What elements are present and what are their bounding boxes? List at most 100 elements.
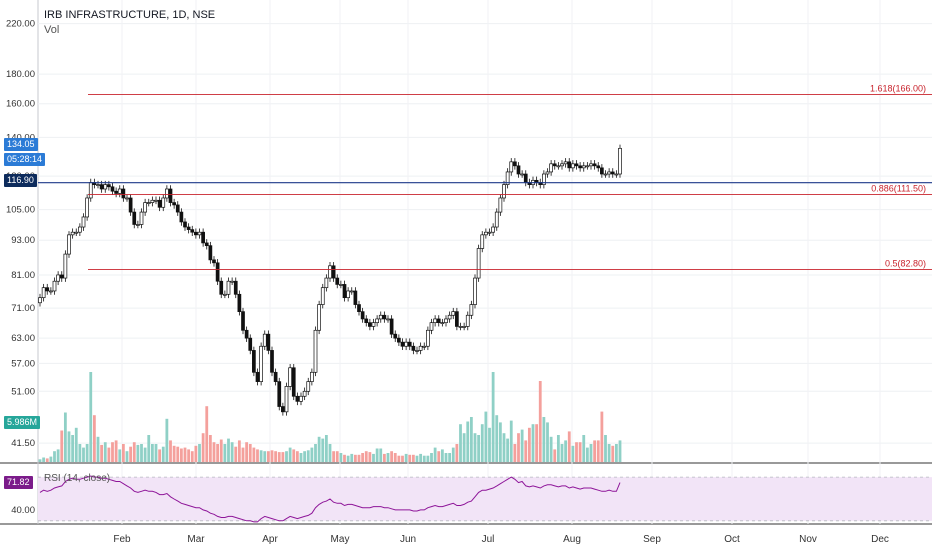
price-tick-label: 63.00: [11, 333, 35, 344]
candle-body: [85, 197, 89, 218]
volume-bar: [132, 442, 136, 462]
volume-bar: [527, 427, 531, 462]
candle-body: [563, 161, 568, 165]
rsi-band: [38, 477, 932, 521]
price-tick-label: 57.00: [11, 358, 35, 369]
volume-bar: [107, 447, 111, 462]
volume-bar: [114, 440, 118, 462]
candle-body: [614, 173, 619, 176]
candle-body: [143, 202, 147, 213]
volume-bar: [241, 447, 245, 462]
candle-body: [397, 337, 401, 343]
volume-bar: [455, 444, 459, 462]
volume-bar: [332, 451, 336, 462]
rsi-pane: [38, 475, 932, 523]
volume-bar: [571, 445, 575, 462]
candle-body: [415, 350, 419, 352]
volume-bar: [459, 424, 462, 462]
volume-bar: [546, 422, 549, 462]
horizontal-lines[interactable]: 1.618(166.00) 0.886(111.50) 0.5(82.80): [38, 83, 932, 270]
volume-bar: [56, 449, 60, 462]
volume-bar: [248, 444, 252, 462]
volume-bar: [466, 421, 470, 462]
volume-bar: [415, 455, 419, 462]
candle-body: [574, 163, 579, 167]
month-tick-label: Apr: [262, 534, 278, 545]
volume-bar: [237, 440, 241, 462]
volume-bar: [216, 444, 220, 462]
volume-bar: [288, 447, 292, 462]
candle-body: [168, 188, 173, 203]
candle-body: [342, 284, 347, 299]
candle-body: [407, 341, 412, 347]
candle-body: [128, 197, 133, 213]
candle-body: [371, 322, 376, 327]
volume-bar: [187, 449, 191, 462]
volume-bar: [96, 436, 100, 462]
candle-body: [494, 211, 499, 228]
volume-layer: [38, 372, 622, 462]
candle-body: [165, 188, 169, 199]
candle-body: [422, 345, 427, 348]
volume-bar: [263, 451, 267, 462]
volume-bar: [252, 447, 256, 462]
candle-body: [121, 188, 126, 199]
candle-body: [201, 231, 205, 244]
volume-bar: [183, 447, 187, 462]
candle-body: [215, 262, 220, 282]
candle-body: [139, 211, 144, 225]
candle-body: [589, 163, 593, 167]
volume-bar: [49, 456, 53, 462]
candle-body: [107, 184, 111, 188]
volume-bar: [121, 444, 125, 462]
candle-layer: [38, 144, 622, 416]
volume-bar: [596, 440, 600, 462]
candle-body: [328, 265, 332, 279]
candle-body: [172, 202, 176, 206]
volume-bar: [274, 451, 278, 462]
volume-bar: [310, 447, 314, 462]
candle-body: [237, 293, 242, 312]
volume-bar: [245, 442, 249, 462]
volume-bar: [350, 453, 354, 462]
volume-bar: [575, 442, 578, 462]
volume-bar: [535, 424, 539, 462]
candle-body: [458, 326, 463, 328]
candle-body: [426, 329, 430, 347]
candle-body: [56, 274, 60, 282]
candle-body: [418, 345, 423, 351]
price-tick-label: 180.00: [6, 69, 35, 80]
month-tick-label: Feb: [113, 534, 131, 545]
candle-body: [78, 226, 82, 233]
month-tick-label: Jun: [400, 534, 416, 545]
candle-body: [545, 171, 550, 175]
candle-body: [364, 318, 369, 324]
volume-bar: [502, 433, 506, 462]
candle-body: [154, 199, 158, 202]
candle-body: [368, 322, 372, 327]
volume-bar: [136, 444, 140, 462]
volume-bar: [382, 453, 386, 462]
candle-body: [520, 173, 524, 176]
volume-bar: [45, 458, 49, 462]
volume-bar: [201, 433, 205, 462]
volume-bar: [430, 453, 433, 462]
volume-bar: [38, 459, 42, 462]
candle-body: [194, 231, 198, 236]
candle-body: [400, 341, 405, 347]
candle-body: [197, 231, 202, 236]
countdown-badge: 05:28:14: [4, 153, 46, 166]
candle-body: [433, 318, 437, 324]
volume-bar: [437, 451, 441, 462]
volume-bar: [607, 444, 611, 462]
candle-body: [125, 197, 129, 200]
volume-bar: [582, 435, 586, 462]
month-tick-label: Jul: [482, 534, 495, 545]
fib-level-label: 0.5(82.80): [885, 258, 926, 268]
candle-body: [549, 163, 553, 173]
candle-body: [578, 165, 582, 169]
volume-bar: [60, 430, 64, 462]
volume-badge: 5.986M: [4, 416, 41, 429]
